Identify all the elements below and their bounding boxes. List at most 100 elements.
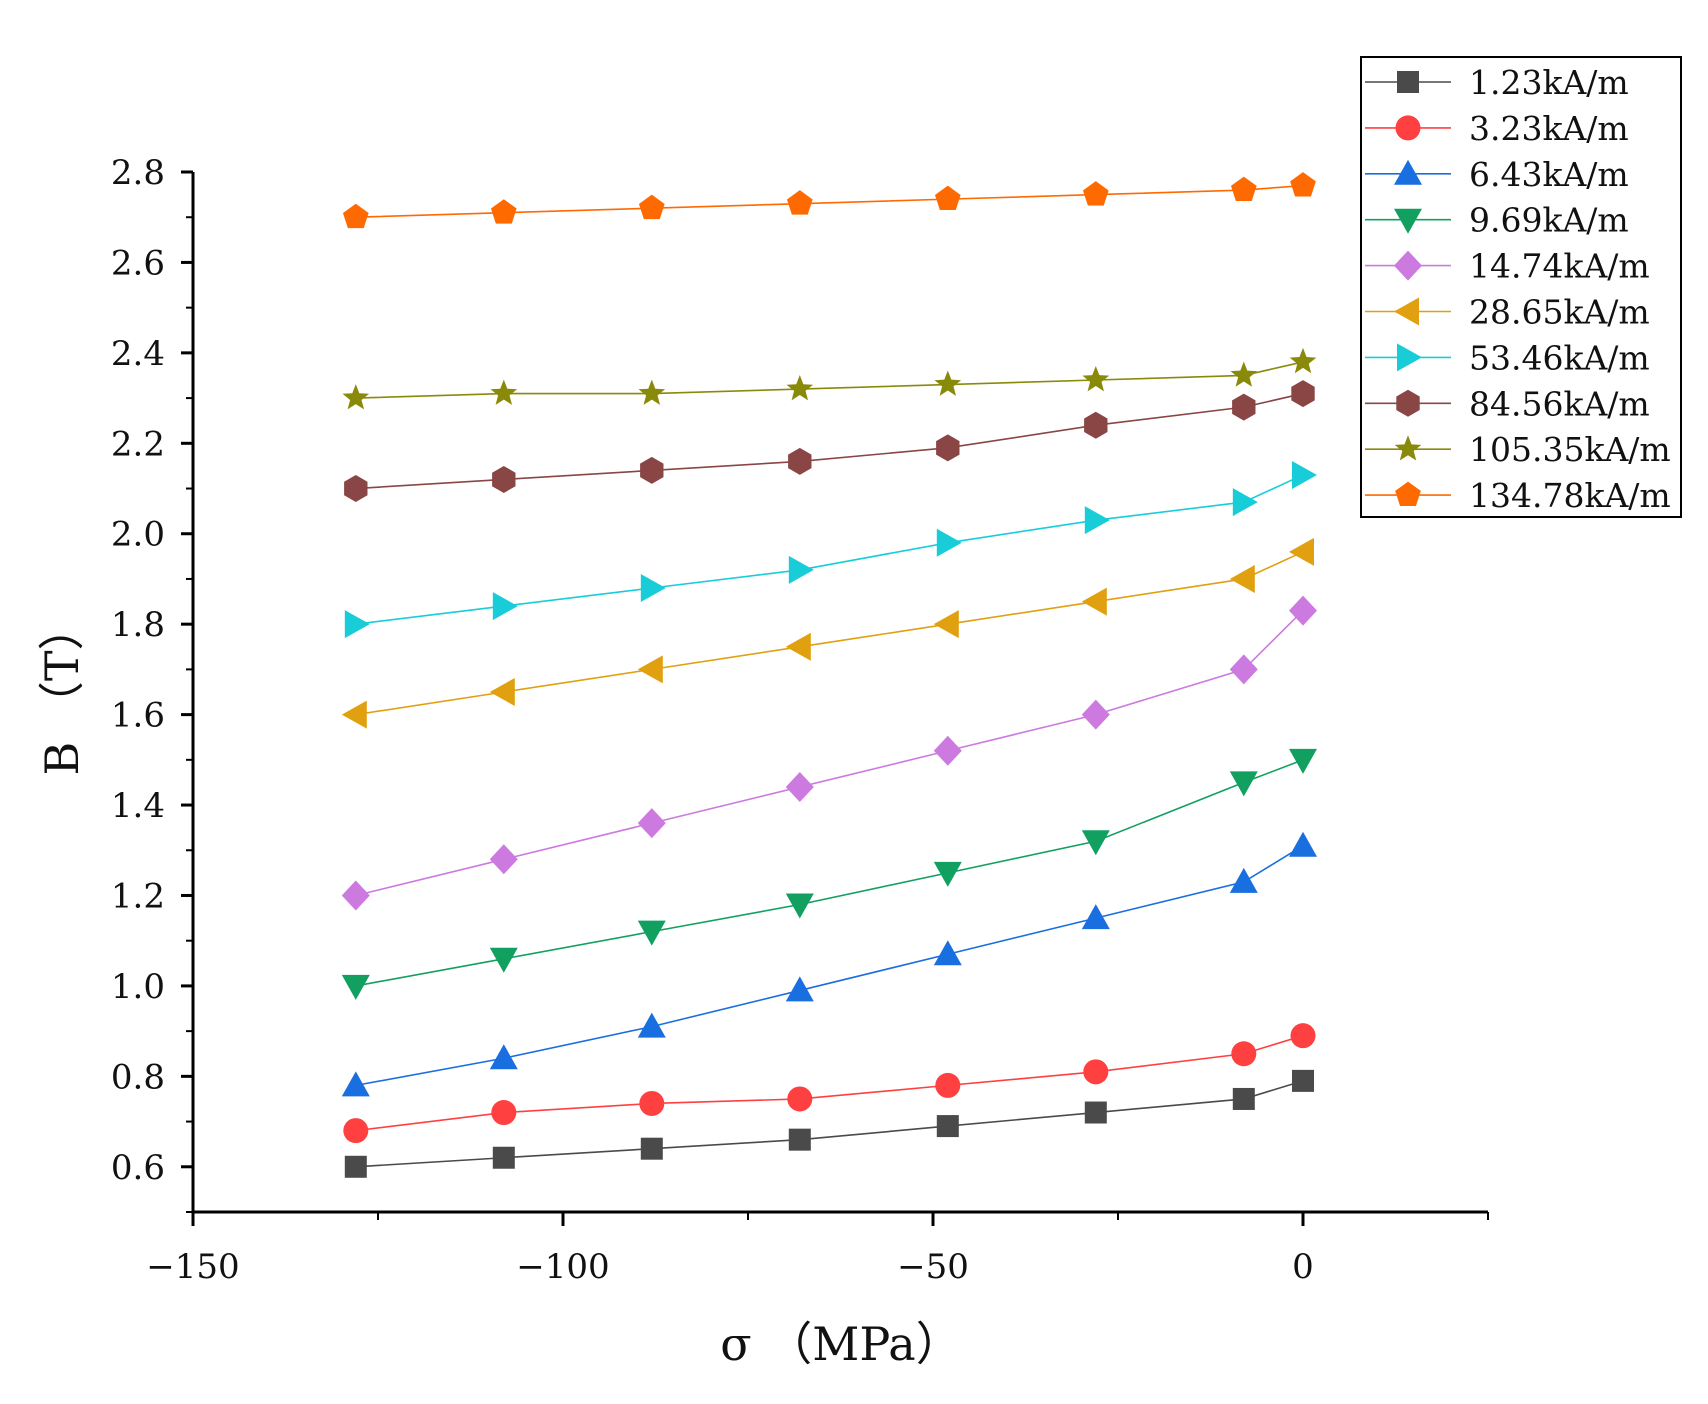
data-point-series-6 xyxy=(785,632,811,661)
legend-marker-2 xyxy=(1395,115,1421,141)
data-point-series-6 xyxy=(341,700,367,729)
data-point-series-4 xyxy=(933,861,962,887)
x-tick-label: −50 xyxy=(897,1247,969,1287)
y-tick-label: 2.2 xyxy=(111,424,165,464)
data-point-series-7 xyxy=(1292,460,1317,489)
data-point-series-2 xyxy=(787,1086,813,1112)
data-point-series-9 xyxy=(490,379,518,405)
data-point-series-6 xyxy=(1081,587,1107,616)
x-tick-label: −100 xyxy=(516,1247,609,1287)
data-point-series-8 xyxy=(1084,411,1108,439)
series-line-2 xyxy=(355,1034,1304,1132)
data-point-series-7 xyxy=(492,592,518,621)
data-point-series-10 xyxy=(1290,172,1316,197)
x-tick-label: −150 xyxy=(146,1247,239,1287)
legend-label-6: 28.65kA/m xyxy=(1469,293,1650,332)
data-point-series-5 xyxy=(489,844,518,875)
legend-marker-3 xyxy=(1394,159,1422,185)
legend-label-2: 3.23kA/m xyxy=(1469,109,1629,148)
data-point-series-5 xyxy=(1229,654,1258,685)
ticks xyxy=(181,170,1489,1226)
data-point-series-1 xyxy=(788,1128,811,1151)
data-point-series-10 xyxy=(638,194,665,220)
legend-label-1: 1.23kA/m xyxy=(1469,63,1629,102)
series-lines xyxy=(355,184,1304,1168)
data-point-series-5 xyxy=(785,771,814,802)
data-point-series-3 xyxy=(933,940,962,966)
data-point-series-8 xyxy=(936,434,960,462)
series-line-4 xyxy=(355,759,1304,987)
data-point-series-1 xyxy=(1084,1101,1107,1124)
tick-labels: 0.6 0.8 1.0 1.2 1.4 1.6 1.8 2.0 2.2 2.4 2.6 2.8 −150… xyxy=(111,153,1314,1287)
data-point-series-9 xyxy=(934,370,962,396)
series-line-3 xyxy=(355,845,1304,1087)
x-axis-title: σ （MPa） xyxy=(720,1317,961,1371)
y-tick-label: 2.4 xyxy=(111,334,165,374)
data-point-series-2 xyxy=(343,1118,369,1144)
legend: 1.23kA/m 3.23kA/m 6.43kA/m 9.69kA/m 14.74kA/… xyxy=(1360,56,1682,518)
data-point-series-10 xyxy=(1230,176,1257,202)
y-tick-label: 2.8 xyxy=(111,153,165,193)
data-point-series-2 xyxy=(935,1072,961,1098)
legend-label-4: 9.69kA/m xyxy=(1469,201,1629,240)
series-line-1 xyxy=(355,1080,1304,1168)
legend-label-7: 53.46kA/m xyxy=(1469,338,1650,377)
data-point-series-6 xyxy=(489,678,515,706)
legend-marker-1 xyxy=(1397,71,1419,93)
series-line-8 xyxy=(355,392,1304,490)
legend-marker-6 xyxy=(1394,297,1419,326)
legend-marker-9 xyxy=(1394,435,1422,461)
data-point-series-5 xyxy=(341,880,370,911)
data-point-series-4 xyxy=(341,974,370,1000)
legend-label-9: 105.35kA/m xyxy=(1469,430,1671,469)
data-point-series-9 xyxy=(786,375,814,401)
legend-marker-10 xyxy=(1395,481,1421,507)
data-point-series-4 xyxy=(1081,830,1110,856)
data-point-series-8 xyxy=(1291,380,1315,408)
data-point-series-4 xyxy=(1289,748,1317,774)
y-tick-label: 1.6 xyxy=(111,696,165,736)
data-point-series-1 xyxy=(492,1146,515,1169)
data-point-series-8 xyxy=(640,456,664,484)
data-point-series-2 xyxy=(491,1100,517,1126)
y-axis-title: B （T） xyxy=(35,604,89,775)
series-line-6 xyxy=(355,551,1304,716)
data-point-series-7 xyxy=(1232,488,1258,517)
data-point-series-2 xyxy=(639,1090,665,1116)
data-point-series-3 xyxy=(489,1044,518,1070)
data-point-series-9 xyxy=(342,384,370,410)
data-point-series-6 xyxy=(637,655,663,684)
y-tick-label: 0.6 xyxy=(111,1148,165,1188)
data-point-series-3 xyxy=(1081,904,1110,930)
legend-label-5: 14.74kA/m xyxy=(1469,247,1650,286)
data-point-series-5 xyxy=(637,808,666,839)
legend-label-3: 6.43kA/m xyxy=(1469,155,1629,194)
data-point-series-8 xyxy=(1232,393,1256,421)
y-tick-label: 1.8 xyxy=(111,605,165,645)
data-point-series-9 xyxy=(1082,366,1110,392)
series-line-10 xyxy=(355,184,1304,219)
data-point-series-6 xyxy=(1229,564,1255,593)
y-tick-label: 1.2 xyxy=(111,876,165,916)
y-tick-label: 0.8 xyxy=(111,1057,165,1097)
data-point-series-1 xyxy=(640,1137,663,1160)
legend-label-8: 84.56kA/m xyxy=(1469,384,1650,423)
data-point-series-2 xyxy=(1290,1023,1316,1049)
data-point-series-7 xyxy=(640,574,666,602)
legend-label-10: 134.78kA/m xyxy=(1469,476,1671,515)
data-point-series-7 xyxy=(936,528,962,557)
series-line-7 xyxy=(355,474,1304,625)
data-point-series-3 xyxy=(637,1012,666,1038)
data-point-series-7 xyxy=(344,610,370,639)
data-point-series-1 xyxy=(1232,1087,1255,1110)
data-point-series-1 xyxy=(344,1155,367,1178)
data-point-series-6 xyxy=(933,610,959,639)
series-line-9 xyxy=(355,361,1304,399)
data-point-series-10 xyxy=(786,190,813,215)
data-point-series-3 xyxy=(1289,831,1317,857)
legend-marker-4 xyxy=(1394,208,1422,234)
data-point-series-10 xyxy=(342,203,369,229)
y-tick-label: 1.0 xyxy=(111,967,165,1007)
data-point-series-5 xyxy=(1289,595,1317,626)
